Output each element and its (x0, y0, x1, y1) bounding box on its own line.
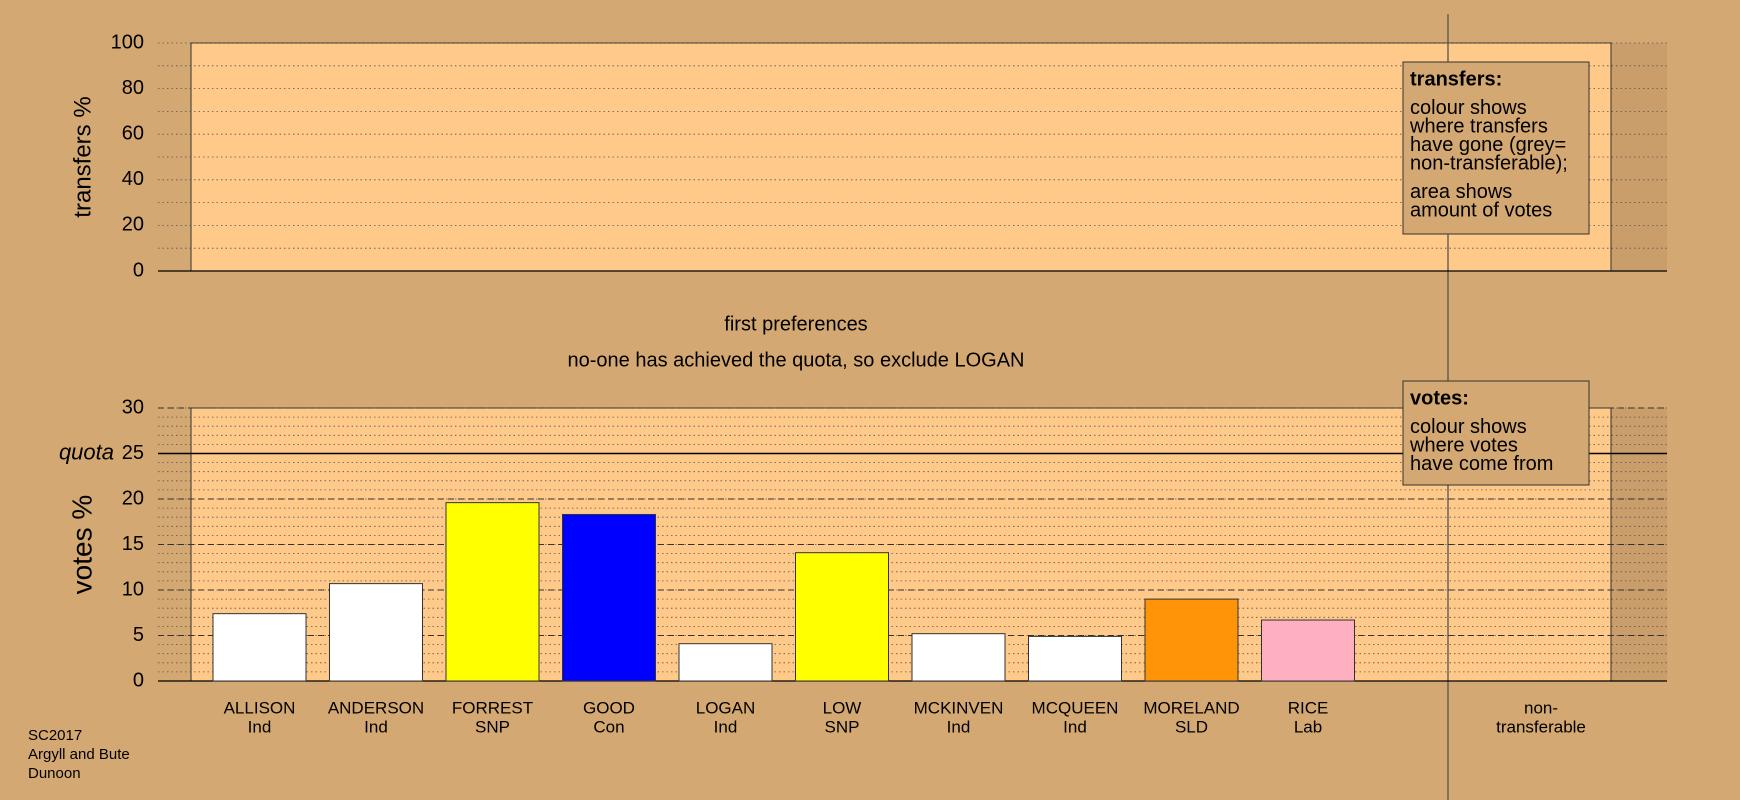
x-tick-label: ALLISON (224, 698, 296, 717)
legend-text: colour shows (1410, 97, 1527, 119)
y-tick-label: 0 (133, 259, 144, 281)
y-tick-label: 60 (122, 122, 144, 144)
x-tick-label: SNP (825, 717, 860, 736)
x-tick-label: non- (1524, 698, 1558, 717)
x-tick-label: MCQUEEN (1032, 698, 1119, 717)
y-axis-label: transfers % (69, 96, 96, 217)
bar (1261, 619, 1355, 682)
bar (562, 513, 656, 682)
y-tick-label: 5 (133, 624, 144, 646)
x-tick-label: Con (593, 717, 624, 736)
legend-text: amount of votes (1410, 199, 1552, 221)
y-tick-label: 20 (122, 487, 144, 509)
quota-label: quota (59, 439, 114, 464)
legend-title: transfers: (1410, 68, 1502, 90)
x-tick-label: Ind (947, 717, 971, 736)
legend-text: have come from (1410, 453, 1553, 475)
x-tick-label: MCKINVEN (914, 698, 1004, 717)
y-tick-label: 20 (122, 214, 144, 236)
x-tick-label: Ind (364, 717, 388, 736)
legend-box (1402, 61, 1590, 235)
legend-text: where transfers (1409, 115, 1548, 137)
x-tick-label: LOW (823, 698, 862, 717)
x-tick-label: FORREST (452, 698, 533, 717)
y-tick-label: 40 (122, 168, 144, 190)
legend-title: votes: (1410, 387, 1469, 409)
bar (678, 643, 773, 682)
y-tick-label: 80 (122, 77, 144, 99)
footer: SC2017 (28, 727, 82, 744)
bar (1028, 635, 1122, 682)
x-tick-label: transferable (1496, 717, 1586, 736)
legend-text: where votes (1409, 434, 1518, 456)
x-tick-label: SLD (1175, 717, 1208, 736)
x-tick-label: RICE (1288, 698, 1329, 717)
bar (329, 583, 423, 682)
x-tick-label: GOOD (583, 698, 635, 717)
bar (795, 552, 889, 682)
bar (445, 502, 540, 682)
legend-text: area shows (1410, 181, 1512, 203)
legend-text: have gone (grey= (1410, 134, 1566, 156)
x-tick-label: SNP (475, 717, 510, 736)
x-tick-label: Ind (1063, 717, 1087, 736)
x-tick-label: Ind (248, 717, 272, 736)
x-tick-label: MORELAND (1143, 698, 1239, 717)
legend-text: colour shows (1410, 416, 1527, 438)
y-axis-label: votes % (66, 495, 97, 595)
y-tick-label: 100 (111, 31, 144, 53)
footer: Dunoon (28, 765, 81, 782)
y-tick-label: 0 (133, 669, 144, 691)
bar (1144, 598, 1239, 682)
annotation: first preferences (724, 313, 867, 335)
x-tick-label: LOGAN (696, 698, 756, 717)
y-tick-label: 15 (122, 533, 144, 555)
y-tick-label: 25 (122, 442, 144, 464)
y-tick-label: 10 (122, 578, 144, 600)
legend-text: non-transferable); (1410, 152, 1568, 174)
bar (212, 613, 307, 682)
y-tick-label: 30 (122, 396, 144, 418)
footer: Argyll and Bute (28, 746, 130, 763)
x-tick-label: ANDERSON (328, 698, 424, 717)
annotation: no-one has achieved the quota, so exclud… (568, 349, 1025, 371)
x-tick-label: Lab (1294, 717, 1322, 736)
bar (911, 633, 1006, 682)
legend-box (1402, 380, 1590, 486)
x-tick-label: Ind (714, 717, 738, 736)
